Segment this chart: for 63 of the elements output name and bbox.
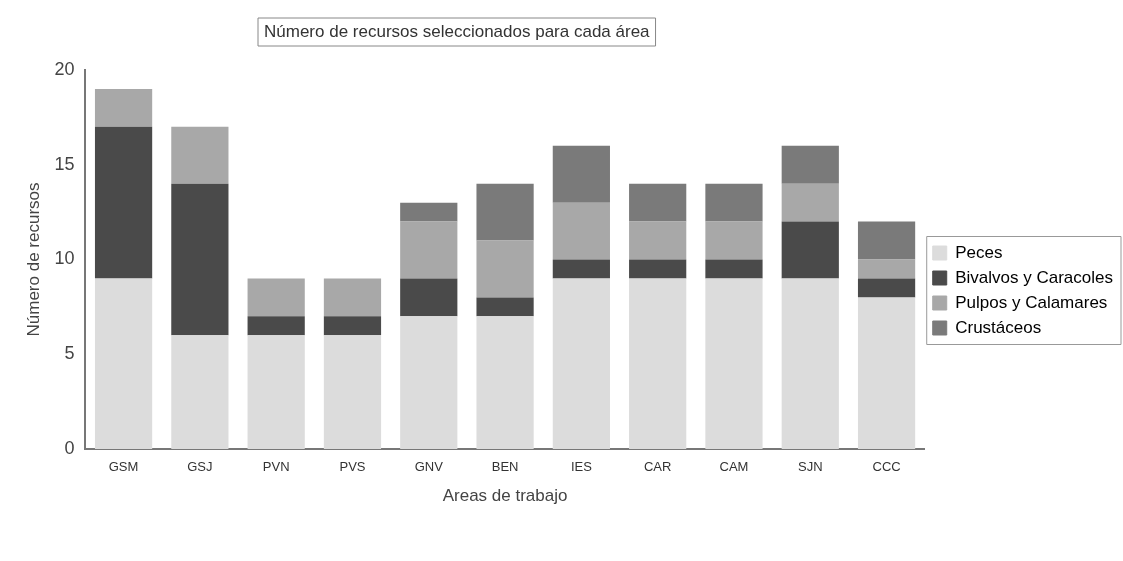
bar	[476, 297, 534, 317]
bar	[705, 183, 763, 222]
bar	[94, 126, 153, 279]
bar	[705, 278, 763, 449]
bar	[94, 88, 153, 127]
x-tick-label: GNV	[414, 459, 444, 475]
x-tick-label: PVS	[339, 459, 366, 475]
bar	[705, 221, 763, 260]
bar	[857, 221, 916, 260]
bar	[781, 183, 839, 222]
y-tick-label: 0	[64, 437, 75, 458]
bar	[400, 221, 458, 279]
x-tick-label: IES	[570, 459, 593, 475]
bar	[323, 278, 382, 317]
bar	[781, 145, 839, 184]
y-tick-label: 20	[54, 58, 75, 79]
bar	[171, 183, 229, 336]
y-tick-label: 15	[54, 153, 75, 174]
bar	[247, 335, 305, 449]
y-tick-label: 5	[64, 343, 75, 364]
bar	[476, 316, 534, 449]
x-tick-label: CCC	[872, 459, 901, 475]
x-tick-label: GSM	[108, 459, 139, 475]
bar	[94, 278, 153, 449]
bar	[629, 259, 687, 279]
bar	[476, 240, 534, 298]
x-tick-label: CAR	[643, 459, 672, 475]
y-axis-title: Número de recursos	[23, 182, 43, 337]
bar	[629, 221, 687, 260]
bar	[857, 297, 916, 449]
bar	[247, 278, 305, 317]
bar	[552, 202, 610, 260]
x-tick-label: PVN	[262, 459, 290, 475]
bar	[629, 278, 687, 449]
bar	[781, 221, 839, 279]
bar	[400, 202, 458, 222]
x-axis-title: Areas de trabajo	[442, 486, 568, 506]
legend-label: Bivalvos y Caracoles	[955, 267, 1113, 287]
chart-title: Número de recursos seleccionados para cada área	[264, 21, 651, 41]
x-tick-label: GSJ	[187, 459, 213, 475]
bar	[171, 126, 229, 184]
bar	[857, 278, 916, 298]
bar	[705, 259, 763, 279]
bar	[400, 278, 458, 317]
legend-label: Crustáceos	[955, 317, 1042, 337]
y-tick-label: 10	[54, 248, 75, 269]
legend-label: Peces	[955, 242, 1003, 262]
bar	[552, 145, 610, 203]
x-tick-label: SJN	[797, 459, 823, 475]
bar	[629, 183, 687, 222]
legend-label: Pulpos y Calamares	[955, 292, 1108, 312]
bar	[323, 316, 382, 336]
bar	[781, 278, 839, 449]
x-tick-label: CAM	[719, 459, 749, 475]
bar	[247, 316, 305, 336]
x-tick-label: BEN	[491, 459, 519, 475]
bar	[400, 316, 458, 449]
bar	[552, 259, 610, 279]
bar	[323, 335, 382, 449]
bar	[552, 278, 610, 449]
bar	[857, 259, 916, 279]
bar	[171, 335, 229, 449]
bar	[476, 183, 534, 241]
